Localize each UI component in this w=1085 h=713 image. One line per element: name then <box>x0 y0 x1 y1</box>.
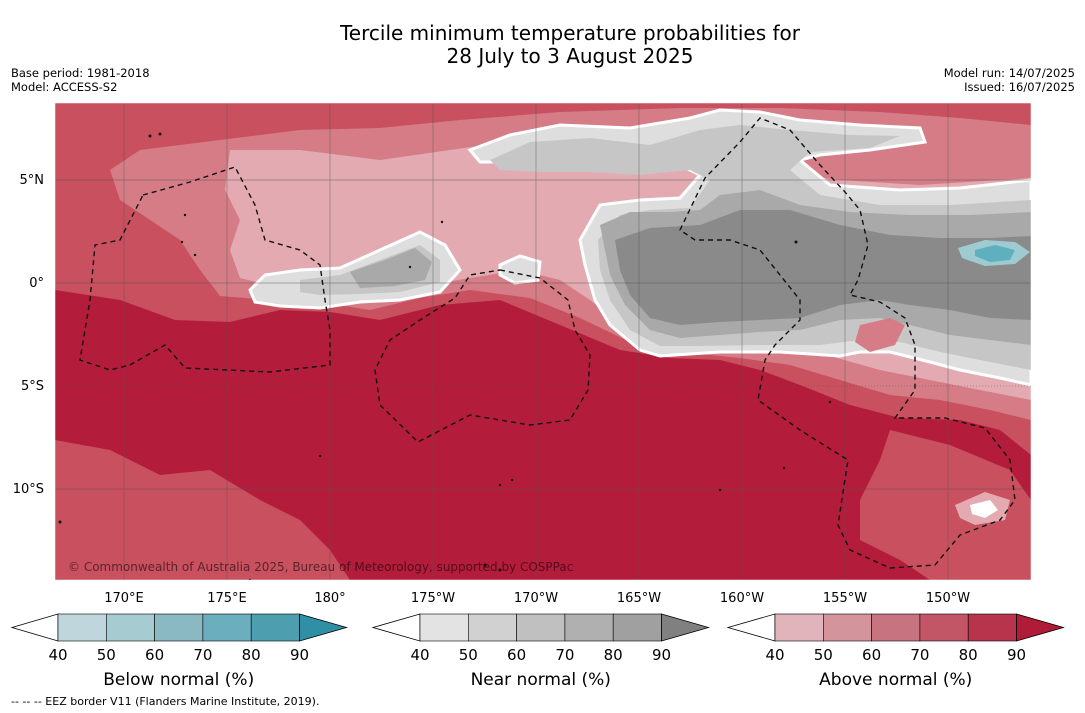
copyright-notice: © Commonwealth of Australia 2025, Bureau… <box>68 560 573 574</box>
colorbar-segment <box>919 613 969 642</box>
colorbar-tick-label: 60 <box>145 646 164 664</box>
colorbar-tick-label: 70 <box>555 646 574 664</box>
colorbar-title: Below normal (%) <box>103 670 254 690</box>
map-title-line1: Tercile minimum temperature probabilitie… <box>339 21 801 45</box>
lon-label-180: 180° <box>314 591 345 606</box>
region-near-60-west <box>350 248 432 288</box>
colorbar-segment <box>967 613 1017 642</box>
latitude-labels: 5°N 0° 5°S 10°S <box>13 173 44 497</box>
meta-left: Base period: 1981-2018 Model: ACCESS-S2 <box>11 66 150 94</box>
colorbar-title: Near normal (%) <box>471 670 611 690</box>
lon-label-155w: 155°W <box>823 591 867 606</box>
colorbar-segment <box>871 613 921 642</box>
map-frame <box>54 102 1032 581</box>
lat-label-5n: 5°N <box>20 173 45 188</box>
colorbar-segment <box>516 613 566 642</box>
lat-label-0: 0° <box>29 276 44 291</box>
colorbar-near-normal: 40 50 60 70 80 90 Near normal (%) <box>371 613 710 690</box>
lat-label-10s: 10°S <box>13 482 44 497</box>
colorbar-segment <box>154 613 204 642</box>
colorbar-tick-label: 90 <box>652 646 671 664</box>
eez-border-central <box>374 269 591 443</box>
region-above-60-southwest <box>55 440 350 580</box>
colorbar-above-normal: 40 50 60 70 80 90 Above normal (%) <box>726 613 1065 690</box>
model-name: Model: ACCESS-S2 <box>11 80 118 94</box>
colorbar-tick-label: 60 <box>507 646 526 664</box>
eez-footnote: -- -- -- EEZ border V11 (Flanders Marine… <box>11 695 320 708</box>
eez-border-north <box>679 117 1016 569</box>
colorbar-title: Above normal (%) <box>819 670 972 690</box>
region-near-southeast-core <box>970 500 998 518</box>
model-run: Model run: 14/07/2025 <box>943 66 1075 80</box>
colorbar-tick-label: 70 <box>910 646 929 664</box>
colorbar-tick-label: 40 <box>765 646 784 664</box>
map-title: Tercile minimum temperature probabilitie… <box>0 22 1085 68</box>
base-period: Base period: 1981-2018 <box>11 66 150 80</box>
longitude-labels: 170°E 175°E 180° 175°W 170°W 165°W 160°W… <box>104 591 970 606</box>
meta-right: Model run: 14/07/2025 Issued: 16/07/2025 <box>944 66 1075 94</box>
eez-borders <box>79 117 1016 569</box>
lon-label-175w: 175°W <box>411 591 455 606</box>
region-near-70 <box>615 210 1031 325</box>
colorbar-segment <box>250 613 300 642</box>
map-title-line2: 28 July to 3 August 2025 <box>446 44 694 68</box>
colorbar-tick-label: 80 <box>242 646 261 664</box>
region-above-60-south <box>860 430 1031 580</box>
colorbar-tick-label: 50 <box>459 646 478 664</box>
colorbar-extend-high <box>299 613 348 642</box>
colorbar-extend-low <box>371 613 421 642</box>
lon-label-170e: 170°E <box>104 591 144 606</box>
lon-label-160w: 160°W <box>720 591 764 606</box>
probability-map: © Commonwealth of Australia 2025, Bureau… <box>55 103 1031 580</box>
issued-date: Issued: 16/07/2025 <box>964 80 1075 94</box>
colorbar-tick-label: 40 <box>48 646 67 664</box>
colorbar-segment <box>612 613 662 642</box>
region-below-60 <box>975 245 1015 262</box>
colorbar-tick-label: 80 <box>604 646 623 664</box>
colorbar-segment <box>467 613 517 642</box>
colorbar-segment <box>202 613 252 642</box>
lon-label-175e: 175°E <box>207 591 247 606</box>
lon-label-165w: 165°W <box>617 591 661 606</box>
colorbar-segment <box>822 613 872 642</box>
colorbar-extend-high <box>1016 613 1065 642</box>
colorbar-extend-low <box>726 613 776 642</box>
lon-label-170w: 170°W <box>514 591 558 606</box>
colorbar-extend-low <box>10 613 59 642</box>
colorbar-tick-label: 40 <box>410 646 429 664</box>
colorbar-tick-label: 50 <box>97 646 116 664</box>
eez-border-west <box>79 166 331 373</box>
islands <box>58 132 832 580</box>
colorbar-segment <box>419 613 469 642</box>
colorbar-tick-label: 90 <box>290 646 309 664</box>
colorbar-tick-label: 90 <box>1007 646 1026 664</box>
colorbar-segment <box>57 613 107 642</box>
colorbar-segment <box>106 613 155 642</box>
colorbar-tick-label: 50 <box>814 646 833 664</box>
colorbar-segment <box>774 613 824 642</box>
colorbar-extend-high <box>661 613 710 642</box>
colorbar-below-normal: 40 50 60 70 80 90 Below normal (%) <box>10 613 348 690</box>
colorbar-segment <box>564 613 614 642</box>
graticule <box>55 103 1031 580</box>
colorbar-tick-label: 60 <box>862 646 881 664</box>
colorbar-tick-label: 80 <box>959 646 978 664</box>
region-above-intrusion <box>855 318 905 352</box>
lat-label-5s: 5°S <box>21 379 44 394</box>
colorbar-tick-label: 70 <box>193 646 212 664</box>
lon-label-150w: 150°W <box>926 591 970 606</box>
